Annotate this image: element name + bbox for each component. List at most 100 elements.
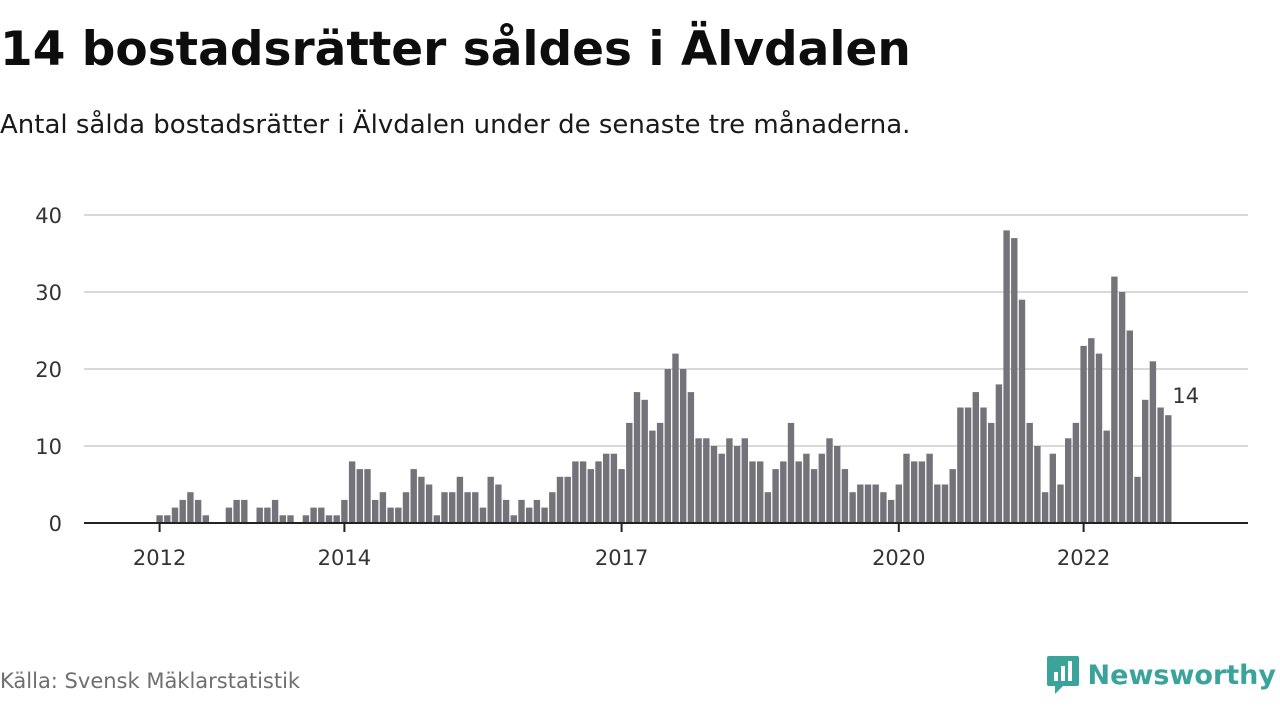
highlight-label-halo: 14	[1172, 384, 1199, 408]
bar	[880, 492, 887, 523]
bar	[710, 446, 718, 523]
brand[interactable]: Newsworthy	[1046, 654, 1276, 696]
bar	[1003, 230, 1010, 523]
x-tick-label: 2022	[1057, 546, 1110, 570]
bar	[703, 438, 710, 523]
bar	[1165, 415, 1172, 523]
bar	[1041, 492, 1049, 523]
bar	[402, 492, 410, 523]
bar	[741, 438, 748, 523]
y-tick-label: 20	[35, 358, 62, 382]
bar	[456, 476, 464, 523]
bar	[772, 469, 779, 523]
bar	[903, 453, 910, 523]
y-tick-label: 40	[35, 204, 62, 228]
bar	[633, 392, 641, 523]
bar	[964, 407, 972, 523]
bar	[256, 507, 263, 523]
bar	[1149, 361, 1157, 523]
bar	[1157, 407, 1164, 523]
bar	[518, 499, 525, 523]
bar	[364, 469, 371, 523]
bar	[433, 515, 440, 523]
bar	[1103, 430, 1110, 523]
bar	[387, 507, 394, 523]
bar	[441, 492, 448, 523]
highlight-value-label: 14	[1172, 384, 1199, 408]
x-tick-label: 2017	[595, 546, 648, 570]
bar	[264, 507, 271, 523]
bar	[818, 453, 825, 523]
bar	[187, 492, 194, 523]
bar	[287, 515, 294, 523]
bar	[680, 369, 687, 523]
bar	[564, 476, 571, 523]
bar	[1011, 238, 1018, 523]
bar	[803, 453, 810, 523]
bar	[1065, 438, 1072, 523]
bar	[1126, 330, 1133, 523]
bar	[718, 453, 725, 523]
bar	[341, 499, 348, 523]
bar	[318, 507, 325, 523]
bar	[911, 461, 918, 523]
bar	[502, 499, 510, 523]
chart-title: 14 bostadsrätter såldes i Älvdalen	[0, 22, 911, 77]
bar	[603, 453, 610, 523]
bar	[356, 469, 363, 523]
bar	[826, 438, 833, 523]
bar	[379, 492, 387, 523]
bar	[749, 461, 756, 523]
bar	[464, 492, 471, 523]
bar	[941, 484, 949, 523]
bar	[325, 515, 333, 523]
bar	[279, 515, 286, 523]
bar	[834, 446, 841, 523]
x-tick-label: 2014	[318, 546, 371, 570]
bar	[595, 461, 602, 523]
bar	[918, 461, 926, 523]
bar	[579, 461, 587, 523]
bar	[572, 461, 579, 523]
bar	[1049, 453, 1056, 523]
bar	[179, 499, 186, 523]
y-tick-label: 0	[49, 512, 62, 536]
bar	[695, 438, 702, 523]
bars	[156, 230, 1172, 523]
bar	[587, 469, 594, 523]
bar	[171, 507, 179, 523]
bar	[372, 499, 379, 523]
bar	[1057, 484, 1064, 523]
bar	[410, 469, 417, 523]
bar	[949, 469, 956, 523]
bar	[472, 492, 479, 523]
bar	[1134, 476, 1141, 523]
bar	[1142, 399, 1149, 523]
bar	[757, 461, 764, 523]
bar	[1118, 292, 1126, 523]
bar	[872, 484, 879, 523]
bar	[225, 507, 233, 523]
bar	[156, 515, 163, 523]
bar	[957, 407, 964, 523]
bar	[610, 453, 618, 523]
x-tick-label: 2020	[872, 546, 925, 570]
bar	[618, 469, 625, 523]
bar	[988, 422, 995, 523]
bar	[995, 384, 1003, 523]
bar	[972, 392, 979, 523]
x-axis	[84, 522, 1248, 532]
chart-subtitle: Antal sålda bostadsrätter i Älvdalen und…	[0, 110, 911, 140]
bar	[418, 476, 425, 523]
x-tick-label: 2012	[133, 546, 186, 570]
bar	[664, 369, 671, 523]
bar	[864, 484, 872, 523]
y-tick-label: 10	[35, 435, 62, 459]
bar	[1072, 422, 1080, 523]
bar	[1095, 353, 1103, 523]
bar	[787, 422, 795, 523]
bar	[233, 499, 240, 523]
bar	[510, 515, 517, 523]
source-note: Källa: Svensk Mäklarstatistik	[0, 669, 301, 693]
